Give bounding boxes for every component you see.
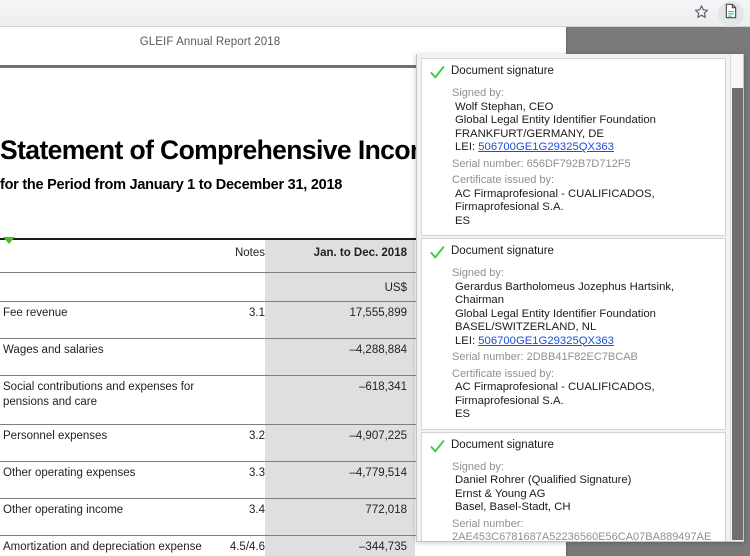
signed-by-label: Signed by: xyxy=(452,267,504,279)
currency-value: US$ xyxy=(384,282,407,294)
serial-number-label: Serial number: xyxy=(452,157,524,170)
signature-panel-scrollbar-thumb[interactable] xyxy=(732,88,743,540)
signature-panel-scrollbar[interactable] xyxy=(730,54,743,541)
certificate-issuer-country: ES xyxy=(455,408,471,420)
row-value: 17,555,899 xyxy=(349,307,407,319)
row-label: Social contributions and expenses for pe… xyxy=(3,381,195,408)
certificate-issuer-label: Certificate issued by: xyxy=(452,367,555,380)
table-header-row: Notes Jan. to Dec. 2018 xyxy=(0,238,566,272)
row-value: 772,018 xyxy=(365,504,407,516)
certificate-issuer-name: AC Firmaprofesional - CUALIFICADOS, Firm… xyxy=(455,381,655,407)
row-notes: 3.3 xyxy=(249,467,265,479)
signer-organization: Global Legal Entity Identifier Foundatio… xyxy=(455,114,656,126)
row-label: Personnel expenses xyxy=(3,430,108,442)
certificate-issuer-label: Certificate issued by: xyxy=(452,174,555,186)
table-row: Fee revenue 3.1 17,555,899 xyxy=(0,301,566,338)
signed-by-label: Signed by: xyxy=(452,460,504,473)
table-row: Amortization and depreciation expense 4.… xyxy=(0,535,566,556)
green-triangle-marker-icon xyxy=(3,237,15,244)
table-currency-row: US$ xyxy=(0,272,566,301)
toolbar-actions xyxy=(688,0,744,27)
signer-location: BASEL/SWITZERLAND, NL xyxy=(455,321,597,333)
lei-label: LEI: xyxy=(455,334,476,347)
row-value: –618,341 xyxy=(359,381,407,393)
signer-organization: Global Legal Entity Identifier Foundatio… xyxy=(455,307,656,320)
table-row: Social contributions and expenses for pe… xyxy=(0,375,566,424)
serial-number-value: 656DF792B7D712F5 xyxy=(526,157,631,170)
page-running-head: GLEIF Annual Report 2018 xyxy=(139,36,281,48)
star-icon xyxy=(694,4,709,24)
table-row: Other operating income 3.4 772,018 xyxy=(0,498,566,535)
row-label: Fee revenue xyxy=(3,307,68,319)
row-value: –4,779,514 xyxy=(349,467,407,479)
row-label: Wages and salaries xyxy=(3,344,104,356)
document-signature-panel: Document signature Signed by: Wolf Steph… xyxy=(416,54,744,542)
row-label: Other operating expenses xyxy=(3,467,136,479)
signature-list: Document signature Signed by: Wolf Steph… xyxy=(417,54,730,542)
serial-number-value: 2DBB41F82EC7BCAB xyxy=(526,351,638,363)
signer-lei-row: LEI: 506700GE1G29325QX363 xyxy=(452,141,717,155)
signature-card-header: Document signature xyxy=(430,439,717,459)
row-notes: 4.5/4.6 xyxy=(229,541,265,553)
serial-number-label: Serial number: xyxy=(452,517,524,530)
lei-link[interactable]: 506700GE1G29325QX363 xyxy=(478,334,614,347)
row-value: –4,907,225 xyxy=(349,430,407,442)
financial-statement-table: Notes Jan. to Dec. 2018 US$ Fee revenue … xyxy=(0,238,566,556)
table-header-notes: Notes xyxy=(234,247,265,259)
signature-title: Document signature xyxy=(451,245,554,257)
lei-label: LEI: xyxy=(455,141,476,153)
serial-number-label: Serial number: xyxy=(452,351,524,363)
certificate-issuer-name: AC Firmaprofesional - CUALIFICADOS, Firm… xyxy=(455,187,655,214)
signer-lei-row: LEI: 506700GE1G29325QX363 xyxy=(452,335,717,349)
signature-title: Document signature xyxy=(451,438,554,451)
signature-card[interactable]: Document signature Signed by: Wolf Steph… xyxy=(421,58,726,236)
signer-name: Daniel Rohrer (Qualified Signature) xyxy=(455,474,632,486)
page-title: Statement of Comprehensive Income xyxy=(0,135,448,165)
signer-name: Gerardus Bartholomeus Jozephus Hartsink,… xyxy=(455,280,675,307)
check-icon xyxy=(430,246,445,265)
signer-organization: Ernst & Young AG xyxy=(455,487,546,500)
serial-number-value: 2AE453C6781687A52236560E56CA07BA889497AE xyxy=(452,531,712,542)
signature-card-body: Signed by: Gerardus Bartholomeus Jozephu… xyxy=(430,267,717,422)
check-icon xyxy=(430,66,445,85)
pdf-viewer: GLEIF Annual Report 2018 Statement of Co… xyxy=(0,27,750,556)
row-notes: 3.4 xyxy=(249,504,265,516)
signed-by-label: Signed by: xyxy=(452,87,504,99)
row-label: Amortization and depreciation expense xyxy=(3,541,202,553)
signature-card-header: Document signature xyxy=(430,245,717,265)
table-row: Wages and salaries –4,288,884 xyxy=(0,338,566,375)
signer-location: Basel, Basel-Stadt, CH xyxy=(455,501,571,513)
signer-name: Wolf Stephan, CEO xyxy=(455,100,554,113)
signature-card[interactable]: Document signature Signed by: Gerardus B… xyxy=(421,238,726,430)
table-row: Other operating expenses 3.3 –4,779,514 xyxy=(0,461,566,498)
signature-title: Document signature xyxy=(451,65,554,77)
row-value: –344,735 xyxy=(359,541,407,553)
certificate-issuer-country: ES xyxy=(455,214,471,227)
document-signature-icon xyxy=(723,3,739,24)
highlighted-value-column xyxy=(265,238,415,556)
document-signature-extension-button[interactable] xyxy=(718,0,744,27)
row-label: Other operating income xyxy=(3,504,124,516)
signer-location: FRANKFURT/GERMANY, DE xyxy=(455,127,604,140)
browser-toolbar xyxy=(0,0,750,27)
row-value: –4,288,884 xyxy=(349,344,407,356)
row-notes: 3.2 xyxy=(249,430,265,442)
signature-card-body: Signed by: Daniel Rohrer (Qualified Sign… xyxy=(430,460,717,542)
bookmark-button[interactable] xyxy=(688,1,714,27)
serial-number-row: Serial number: 2DBB41F82EC7BCAB xyxy=(452,348,717,365)
signature-card-body: Signed by: Wolf Stephan, CEO Global Lega… xyxy=(430,87,717,228)
page-subtitle: for the Period from January 1 to Decembe… xyxy=(0,177,343,193)
table-row: Personnel expenses 3.2 –4,907,225 xyxy=(0,424,566,461)
header-rule xyxy=(0,65,420,68)
signature-card[interactable]: Document signature Signed by: Daniel Roh… xyxy=(421,431,726,542)
row-notes: 3.1 xyxy=(249,307,265,319)
serial-number-row: Serial number: 656DF792B7D712F5 xyxy=(452,155,717,172)
table-header-value: Jan. to Dec. 2018 xyxy=(313,247,407,259)
signature-card-header: Document signature xyxy=(430,65,717,85)
lei-link[interactable]: 506700GE1G29325QX363 xyxy=(478,141,614,153)
check-icon xyxy=(430,439,445,459)
